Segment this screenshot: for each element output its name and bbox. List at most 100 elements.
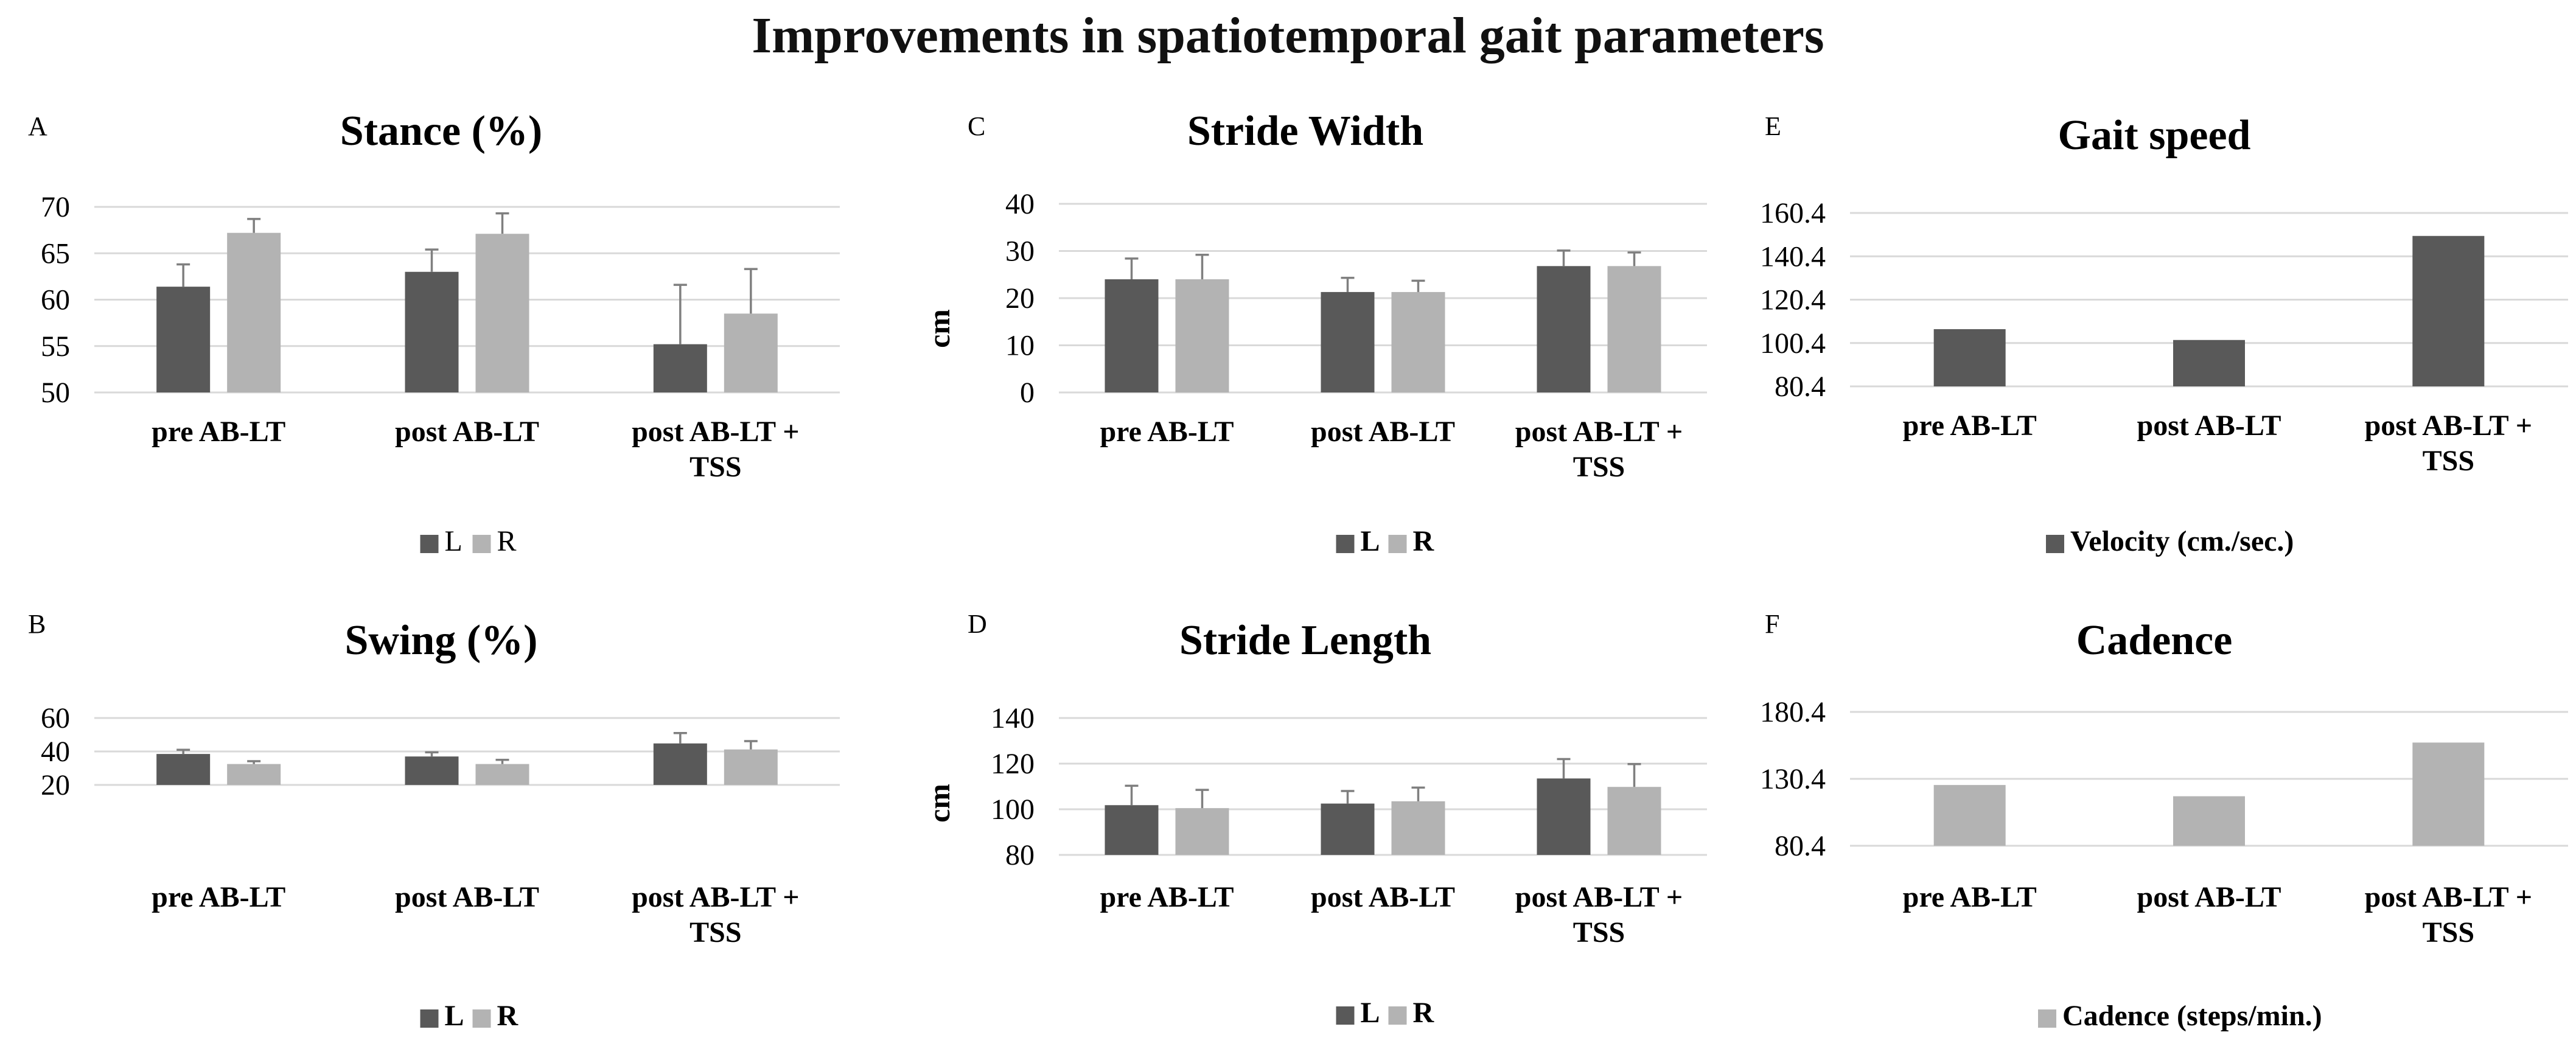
y-tick-label: 20 xyxy=(41,769,70,801)
bar-l-2 xyxy=(405,756,459,785)
legend-swatch xyxy=(1388,535,1407,553)
x-tick-label: post AB-LT + TSS xyxy=(632,416,799,483)
chart-title: Swing (%) xyxy=(345,617,538,664)
bar-l-3 xyxy=(653,344,707,392)
panel-label: E xyxy=(1765,111,1781,141)
legend-swatch xyxy=(472,535,491,553)
bar-velocity-3 xyxy=(2412,235,2485,386)
legend-swatch xyxy=(420,535,439,553)
legend-label: L xyxy=(1361,997,1380,1029)
bar-r-3 xyxy=(1607,787,1661,855)
bar-r-3 xyxy=(724,313,778,392)
x-tick-label: post AB-LT + TSS xyxy=(632,881,799,949)
legend-label: R xyxy=(1413,997,1435,1029)
bar-l-2 xyxy=(405,271,459,392)
figure-title: Improvements in spatiotemporal gait para… xyxy=(752,7,1824,64)
bar-velocity-1 xyxy=(1933,329,2006,386)
legend-swatch xyxy=(1388,1006,1407,1025)
x-tick-label: post AB-LT xyxy=(1311,881,1455,913)
y-tick-label: 140.4 xyxy=(1760,240,1826,273)
y-tick-label: 80 xyxy=(1005,839,1035,871)
y-tick-label: 180.4 xyxy=(1760,696,1826,728)
y-tick-label: 80.4 xyxy=(1775,830,1826,862)
y-tick-label: 40 xyxy=(41,736,70,768)
y-tick-label: 160.4 xyxy=(1760,197,1826,229)
x-tick-label: post AB-LT xyxy=(2137,409,2281,442)
x-tick-label: pre AB-LT xyxy=(1903,409,2037,442)
panel-swing: B Swing (%) 60 40 20 pre AB-LT post AB-LT post … xyxy=(0,602,858,1049)
bar-l-2 xyxy=(1321,291,1375,392)
x-tick-label: post AB-LT + TSS xyxy=(1515,416,1683,483)
chart-title: Cadence xyxy=(2076,617,2233,664)
y-tick-label: 30 xyxy=(1005,235,1035,268)
bar-r-2 xyxy=(1391,291,1445,392)
x-tick-label: pre AB-LT xyxy=(1100,416,1234,448)
bar-r-2 xyxy=(475,234,529,392)
x-tick-label: post AB-LT xyxy=(395,416,539,448)
legend-swatch xyxy=(472,1009,491,1028)
legend-label: Velocity (cm./sec.) xyxy=(2070,525,2294,557)
legend-label: R xyxy=(497,525,517,557)
x-tick-label: pre AB-LT xyxy=(1100,881,1234,913)
legend: Cadence (steps/min.) xyxy=(2038,1000,2322,1032)
y-tick-label: 80.4 xyxy=(1775,371,1826,403)
x-tick-label: pre AB-LT xyxy=(1903,881,2037,913)
legend-label: Cadence (steps/min.) xyxy=(2062,1000,2322,1032)
legend-label: L xyxy=(445,525,462,557)
legend-swatch xyxy=(1336,535,1355,553)
y-tick-label: 70 xyxy=(41,191,70,223)
legend-swatch xyxy=(1336,1006,1355,1025)
panel-gait-speed: E Gait speed 160.4 140.4 120.4 100.4 80.4 pre A… xyxy=(1716,97,2576,572)
x-tick-label: post AB-LT xyxy=(395,881,539,913)
legend: Velocity (cm./sec.) xyxy=(2046,525,2294,557)
panel-label: F xyxy=(1765,609,1779,639)
chart-title: Stride Length xyxy=(1179,617,1431,664)
panel-stride-width: C Stride Width cm 40 30 20 10 0 pre AB-LT post AB… xyxy=(858,97,1716,572)
bar-l-3 xyxy=(1537,266,1591,392)
bar-r-3 xyxy=(724,749,778,785)
panel-cadence: F Cadence 180.4 130.4 80.4 pre AB-LT post AB-L… xyxy=(1716,602,2576,1049)
bar-l-1 xyxy=(156,287,211,392)
bar-l-1 xyxy=(1105,805,1159,855)
y-tick-label: 130.4 xyxy=(1760,763,1826,795)
panel-label: D xyxy=(968,609,987,639)
legend-label: L xyxy=(445,1000,464,1032)
y-tick-label: 40 xyxy=(1005,188,1035,220)
panel-stance: A Stance (%) 70 65 60 55 50 pre AB-LT post AB-LT… xyxy=(0,97,858,572)
bar-l-2 xyxy=(1321,803,1375,855)
bar-l-3 xyxy=(653,743,707,785)
y-tick-label: 20 xyxy=(1005,282,1035,315)
x-tick-label: post AB-LT xyxy=(1311,416,1455,448)
bar-r-1 xyxy=(1175,279,1229,392)
x-tick-label: pre AB-LT xyxy=(152,416,285,448)
y-tick-label: 100.4 xyxy=(1760,327,1826,360)
bar-r-1 xyxy=(227,232,281,392)
y-tick-label: 100 xyxy=(991,793,1035,826)
y-tick-label: 120.4 xyxy=(1760,284,1826,316)
panel-stride-length: D Stride Length cm 140 120 100 80 pre AB-LT post… xyxy=(858,602,1716,1049)
y-tick-label: 50 xyxy=(41,377,70,409)
bar-cadence-3 xyxy=(2412,742,2485,846)
y-tick-label: 60 xyxy=(41,284,70,316)
legend-label: R xyxy=(1413,525,1435,557)
y-tick-label: 65 xyxy=(41,237,70,270)
y-tick-label: 140 xyxy=(991,702,1035,734)
panel-label: C xyxy=(968,111,985,141)
y-tick-label: 60 xyxy=(41,702,70,734)
bar-r-1 xyxy=(1175,808,1229,855)
legend-label: R xyxy=(497,1000,519,1032)
legend-swatch xyxy=(420,1009,439,1028)
bar-r-2 xyxy=(475,764,529,785)
bar-l-1 xyxy=(156,754,211,785)
x-tick-label: post AB-LT + TSS xyxy=(2365,409,2532,477)
bar-velocity-2 xyxy=(2173,340,2245,386)
bar-l-3 xyxy=(1537,778,1591,855)
y-tick-label: 0 xyxy=(1020,377,1035,409)
legend-swatch xyxy=(2038,1009,2056,1028)
y-axis-label: cm xyxy=(922,309,956,348)
chart-title: Stance (%) xyxy=(340,108,542,155)
